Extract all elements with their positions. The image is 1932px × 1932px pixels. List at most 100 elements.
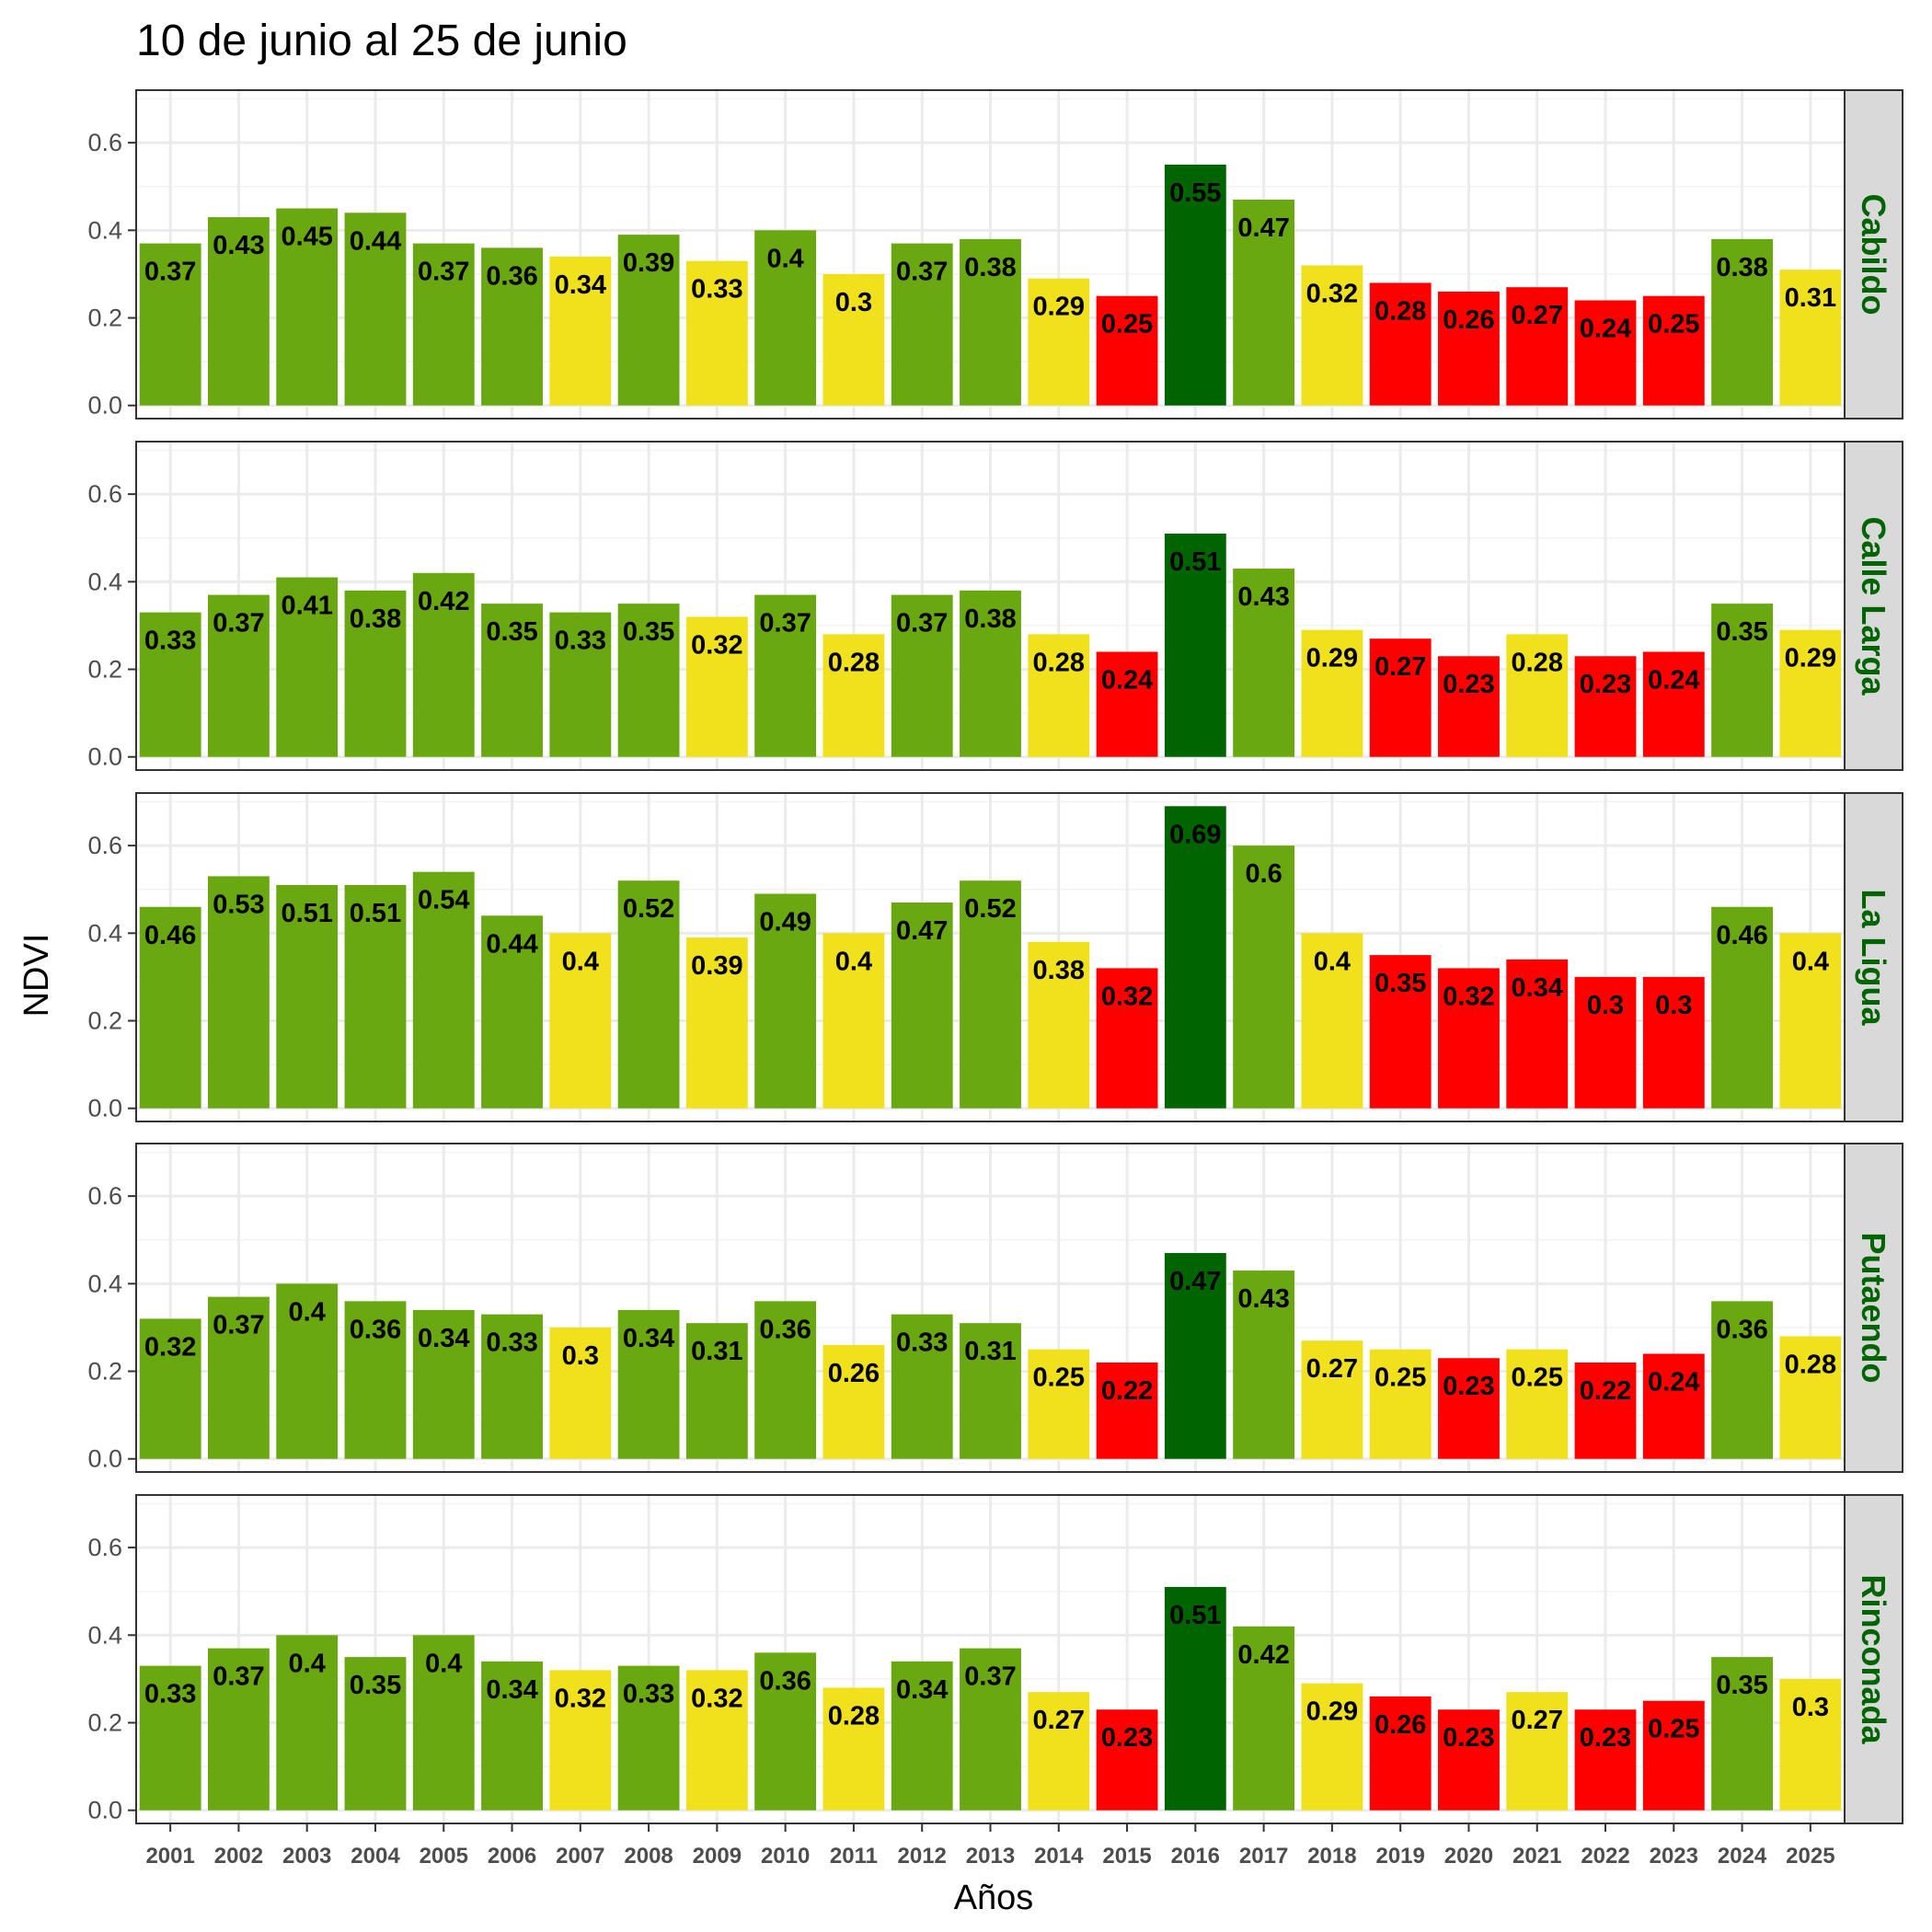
y-tick-label: 0.6 <box>87 1182 122 1210</box>
x-tick-label: 2008 <box>624 1844 673 1869</box>
bar-value-label: 0.39 <box>623 248 674 278</box>
bar-value-label: 0.41 <box>281 592 332 621</box>
bar <box>1711 906 1774 1109</box>
x-tick-label: 2021 <box>1512 1844 1561 1869</box>
facet-panel: 0.0 0.2 0.4 0.6 0.32 0.37 0.4 0.36 0.34 0.33 0.3 0.… <box>87 1143 1903 1473</box>
bar-value-label: 0.33 <box>486 1328 537 1358</box>
x-tick-label: 2020 <box>1444 1844 1493 1869</box>
facet-panel: 0.0 0.2 0.4 0.6 0.33 0.37 0.41 0.38 0.42 0.35 0.33… <box>87 441 1903 771</box>
bar-value-label: 0.47 <box>1237 213 1289 243</box>
bar-value-label: 0.36 <box>759 1666 811 1696</box>
bar-value-label: 0.69 <box>1169 820 1221 849</box>
bar <box>1711 1657 1774 1811</box>
bar <box>1711 1301 1774 1459</box>
y-tick-label: 0.0 <box>87 1445 122 1473</box>
bar-value-label: 0.47 <box>896 916 948 946</box>
bar <box>1574 976 1637 1109</box>
bar-value-label: 0.34 <box>555 270 606 300</box>
bar <box>1711 238 1774 406</box>
bar <box>1369 282 1432 406</box>
bar <box>822 273 885 406</box>
bar-value-label: 0.38 <box>1033 956 1085 985</box>
bar <box>139 1318 201 1459</box>
bar-value-label: 0.32 <box>1101 982 1153 1011</box>
x-tick-label: 2017 <box>1239 1844 1288 1869</box>
bar <box>549 933 612 1109</box>
bar <box>1506 287 1569 406</box>
bar <box>1711 604 1774 757</box>
bar-value-label: 0.49 <box>759 907 811 937</box>
bar-value-label: 0.36 <box>759 1315 811 1344</box>
facet-strip <box>1844 792 1903 1122</box>
bar-value-label: 0.32 <box>691 1684 742 1713</box>
bar <box>549 1670 612 1811</box>
x-tick-label: 2015 <box>1102 1844 1151 1869</box>
bar-value-label: 0.28 <box>1785 1350 1836 1379</box>
bar <box>1506 959 1569 1109</box>
bar-value-label: 0.36 <box>350 1315 401 1344</box>
bar <box>1028 634 1090 757</box>
bar-value-label: 0.24 <box>1648 1367 1699 1397</box>
bar-value-label: 0.33 <box>691 275 742 305</box>
bar <box>617 1309 680 1459</box>
y-tick-label: 0.4 <box>87 1270 122 1297</box>
bar-value-label: 0.44 <box>350 226 401 256</box>
bar-value-label: 0.4 <box>766 244 803 273</box>
bar-value-label: 0.32 <box>691 630 742 660</box>
bar-value-label: 0.47 <box>1169 1267 1221 1296</box>
bar-value-label: 0.37 <box>213 1311 264 1340</box>
y-tick-label: 0.6 <box>87 832 122 859</box>
bar <box>276 1283 339 1459</box>
bar <box>1164 1586 1226 1811</box>
bar <box>1028 1349 1090 1459</box>
bar-value-label: 0.32 <box>555 1684 606 1713</box>
bar-value-label: 0.25 <box>1033 1363 1085 1393</box>
y-tick-label: 0.4 <box>87 1621 122 1649</box>
bar <box>276 884 339 1109</box>
y-tick-label: 0.2 <box>87 1007 122 1035</box>
bar <box>1164 533 1226 757</box>
facet-label: Putaendo <box>1855 1232 1892 1383</box>
bar <box>1301 1683 1363 1811</box>
bar <box>1096 295 1158 406</box>
facet-strip <box>1844 1143 1903 1473</box>
y-tick-label: 0.0 <box>87 743 122 771</box>
bar <box>685 1323 748 1459</box>
bar-value-label: 0.26 <box>1374 1710 1426 1740</box>
bar-value-label: 0.25 <box>1374 1363 1426 1393</box>
bar <box>891 243 953 406</box>
y-tick-label: 0.6 <box>87 480 122 508</box>
x-axis: 2001 2002 2003 2004 2005 2006 2007 2008 2009 2010… <box>145 1823 1835 1869</box>
bar-value-label: 0.4 <box>835 947 872 976</box>
bar-value-label: 0.51 <box>350 899 401 928</box>
bar-value-label: 0.51 <box>1169 1601 1221 1630</box>
facet-strip <box>1844 441 1903 771</box>
bar <box>412 1309 475 1459</box>
bar-value-label: 0.6 <box>1245 859 1282 889</box>
bar-value-label: 0.28 <box>828 1701 880 1731</box>
bar <box>481 247 543 406</box>
bar-value-label: 0.33 <box>896 1328 948 1358</box>
bar <box>1438 968 1500 1109</box>
bar <box>1642 295 1705 406</box>
bar <box>1164 806 1226 1109</box>
bar <box>344 884 407 1109</box>
bar <box>1301 265 1363 406</box>
bar-value-label: 0.45 <box>281 223 332 252</box>
y-axis-title: NDVI <box>17 934 56 1018</box>
bar <box>1438 656 1500 757</box>
bar-value-label: 0.38 <box>350 604 401 634</box>
x-tick-label: 2012 <box>898 1844 947 1869</box>
bar-value-label: 0.33 <box>144 1680 196 1709</box>
bar-value-label: 0.32 <box>1443 982 1494 1011</box>
y-tick-label: 0.2 <box>87 1709 122 1737</box>
y-tick-label: 0.0 <box>87 1095 122 1122</box>
bar-value-label: 0.4 <box>289 1649 326 1678</box>
bar <box>412 572 475 757</box>
bar <box>960 590 1021 757</box>
y-tick-label: 0.6 <box>87 129 122 156</box>
bar-value-label: 0.3 <box>1655 991 1692 1020</box>
x-tick-label: 2011 <box>830 1844 878 1869</box>
bar-value-label: 0.28 <box>1374 296 1426 326</box>
bar <box>207 876 270 1109</box>
